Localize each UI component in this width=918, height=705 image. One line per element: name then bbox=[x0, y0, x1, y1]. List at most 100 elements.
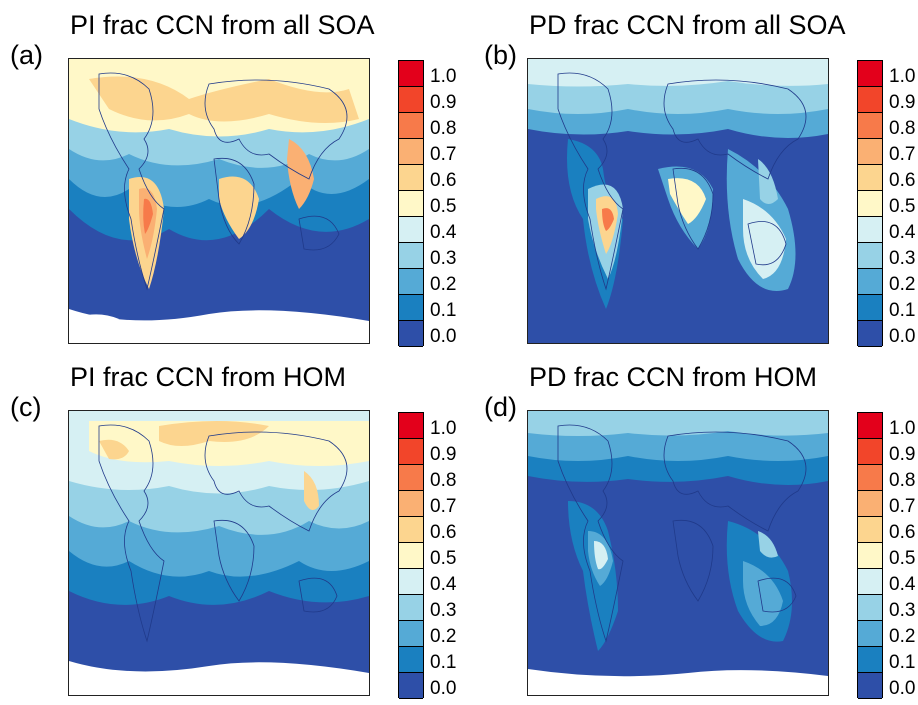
colorbar-tick-label: 0.4 bbox=[430, 574, 457, 595]
colorbar-tick-label: 1.0 bbox=[430, 66, 457, 87]
map-field bbox=[69, 59, 369, 343]
colorbar-segment bbox=[399, 673, 423, 699]
map-field bbox=[528, 411, 828, 695]
colorbar-segment bbox=[858, 647, 882, 673]
colorbar-segment bbox=[858, 465, 882, 491]
colorbar-segment bbox=[399, 243, 423, 269]
colorbar-tick-label: 0.3 bbox=[430, 248, 457, 269]
world-map-panel-d bbox=[527, 410, 829, 696]
colorbar-segment bbox=[399, 217, 423, 243]
colorbar-segment bbox=[399, 569, 423, 595]
colorbar-tick-label: 1.0 bbox=[889, 66, 916, 87]
colorbar-tick-label: 0.4 bbox=[889, 222, 916, 243]
colorbar-segment bbox=[399, 165, 423, 191]
colorbar-tick-label: 1.0 bbox=[889, 418, 916, 439]
colorbar-tick-label: 0.1 bbox=[889, 652, 916, 673]
colorbar-segment bbox=[399, 621, 423, 647]
colorbar-segment bbox=[399, 191, 423, 217]
colorbar-segment bbox=[399, 465, 423, 491]
colorbar-segment bbox=[399, 61, 423, 87]
panel-letter: (b) bbox=[484, 40, 517, 70]
panel-d: PD frac CCN from HOM (d) 1.0 0.9 0.8 0.7 0.6… bbox=[459, 352, 918, 704]
colorbar-segment bbox=[858, 673, 882, 699]
panel-title: PI frac CCN from HOM bbox=[70, 362, 347, 392]
colorbar-segment bbox=[858, 87, 882, 113]
colorbar-segment bbox=[858, 139, 882, 165]
colorbar-tick-label: 0.1 bbox=[430, 652, 457, 673]
colorbar-tick-label: 0.0 bbox=[889, 326, 916, 347]
colorbar-tick-label: 0.2 bbox=[430, 274, 457, 295]
colorbar-tick-label: 0.5 bbox=[430, 548, 457, 569]
colorbar-tick-label: 0.1 bbox=[430, 300, 457, 321]
colorbar-tick-label: 0.2 bbox=[889, 626, 916, 647]
colorbar-tick-label: 0.0 bbox=[889, 678, 916, 699]
colorbar-tick-label: 0.9 bbox=[430, 444, 457, 465]
map-field bbox=[528, 59, 828, 343]
colorbar-tick-label: 0.2 bbox=[430, 626, 457, 647]
colorbar-segment bbox=[399, 269, 423, 295]
colorbar-tick-label: 0.8 bbox=[430, 470, 457, 491]
colorbar-tick-label: 1.0 bbox=[430, 418, 457, 439]
colorbar-segment bbox=[399, 321, 423, 347]
colorbar-tick-label: 0.7 bbox=[430, 496, 457, 517]
panel-c: PI frac CCN from HOM (c) 1.0 0.9 0.8 0.7 0.6… bbox=[0, 352, 459, 704]
colorbar-segment bbox=[399, 113, 423, 139]
colorbar-segment bbox=[399, 295, 423, 321]
colorbar-tick-label: 0.4 bbox=[430, 222, 457, 243]
colorbar-segment bbox=[858, 243, 882, 269]
colorbar-segment bbox=[399, 647, 423, 673]
colorbar-tick-label: 0.6 bbox=[430, 170, 457, 191]
world-map-panel-b bbox=[527, 58, 829, 344]
panel-title: PD frac CCN from all SOA bbox=[529, 10, 846, 40]
panel-letter: (a) bbox=[10, 40, 43, 70]
colorbar-segment bbox=[858, 269, 882, 295]
colorbar-tick-label: 0.5 bbox=[430, 196, 457, 217]
colorbar-segment bbox=[858, 217, 882, 243]
world-map-panel-c bbox=[68, 410, 370, 696]
colorbar-tick-label: 0.9 bbox=[889, 444, 916, 465]
colorbar-segment bbox=[858, 321, 882, 347]
colorbar-tick-label: 0.7 bbox=[430, 144, 457, 165]
colorbar-segment bbox=[858, 621, 882, 647]
colorbar-tick-label: 0.3 bbox=[430, 600, 457, 621]
colorbar bbox=[398, 60, 424, 347]
colorbar-tick-label: 0.7 bbox=[889, 496, 916, 517]
colorbar-segment bbox=[399, 139, 423, 165]
colorbar-segment bbox=[858, 413, 882, 439]
colorbar-segment bbox=[399, 439, 423, 465]
world-map-panel-a bbox=[68, 58, 370, 344]
colorbar-segment bbox=[858, 113, 882, 139]
colorbar-segment bbox=[858, 491, 882, 517]
colorbar-tick-label: 0.6 bbox=[430, 522, 457, 543]
colorbar-segment bbox=[399, 413, 423, 439]
colorbar-tick-label: 0.8 bbox=[430, 118, 457, 139]
colorbar-segment bbox=[858, 191, 882, 217]
colorbar-segment bbox=[399, 87, 423, 113]
colorbar-segment bbox=[858, 517, 882, 543]
colorbar-tick-label: 0.6 bbox=[889, 522, 916, 543]
colorbar-segment bbox=[399, 595, 423, 621]
colorbar-tick-label: 0.4 bbox=[889, 574, 916, 595]
colorbar-segment bbox=[399, 543, 423, 569]
panel-letter: (c) bbox=[10, 392, 42, 422]
colorbar-segment bbox=[858, 595, 882, 621]
colorbar-tick-label: 0.3 bbox=[889, 600, 916, 621]
colorbar-tick-label: 0.5 bbox=[889, 548, 916, 569]
colorbar-tick-label: 0.6 bbox=[889, 170, 916, 191]
colorbar-tick-label: 0.5 bbox=[889, 196, 916, 217]
colorbar-tick-label: 0.9 bbox=[430, 92, 457, 113]
colorbar-segment bbox=[858, 165, 882, 191]
colorbar-segment bbox=[858, 439, 882, 465]
colorbar-segment bbox=[858, 61, 882, 87]
colorbar-segment bbox=[858, 295, 882, 321]
colorbar-tick-label: 0.1 bbox=[889, 300, 916, 321]
colorbar-tick-label: 0.3 bbox=[889, 248, 916, 269]
colorbar-tick-label: 0.2 bbox=[889, 274, 916, 295]
colorbar bbox=[398, 412, 424, 699]
colorbar-segment bbox=[399, 517, 423, 543]
colorbar-tick-label: 0.7 bbox=[889, 144, 916, 165]
colorbar-segment bbox=[858, 543, 882, 569]
colorbar bbox=[857, 60, 883, 347]
panel-title: PI frac CCN from all SOA bbox=[70, 10, 375, 40]
map-field bbox=[69, 411, 369, 695]
